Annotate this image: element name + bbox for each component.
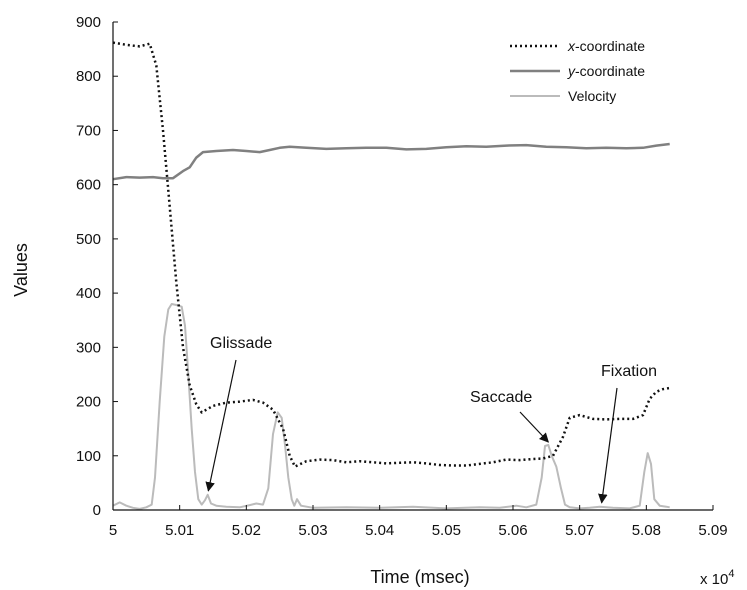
annotation-arrow [205, 359, 237, 492]
x-tick-label: 5.04 [365, 522, 394, 539]
annotation-label: Glissade [210, 335, 272, 352]
y-tick-label: 100 [76, 448, 101, 465]
annotation-label: Fixation [601, 363, 657, 380]
legend-y-prefix: y [567, 63, 576, 79]
axes: 0 100 200 300 400 500 600 700 800 900 5 5.01 5.02 5.0… [76, 14, 728, 539]
plot-area: Glissade Saccade Fixation [112, 41, 670, 510]
annotation-label: Saccade [470, 389, 532, 406]
legend-x-suffix: -coordinate [575, 38, 645, 54]
x-tick-label: 5.03 [298, 522, 327, 539]
x-tick-label: 5.09 [698, 522, 727, 539]
y-axis-title: Values [11, 243, 31, 297]
legend-velocity-label: Velocity [568, 88, 616, 104]
x-tick-label: 5.02 [232, 522, 261, 539]
legend: x-coordinate y-coordinate Velocity [510, 38, 645, 104]
annotation-arrow [519, 411, 549, 443]
y-tick-label: 500 [76, 231, 101, 248]
y-tick-label: 900 [76, 14, 101, 31]
y-tick-label: 600 [76, 177, 101, 194]
legend-y-suffix: -coordinate [575, 63, 645, 79]
legend-y-label: y-coordinate [567, 63, 645, 79]
y-tick-label: 200 [76, 394, 101, 411]
x-tick-label: 5.06 [498, 522, 527, 539]
series-y-line [112, 142, 670, 181]
x-multiplier-exp: 4 [728, 568, 734, 580]
x-tick-label: 5 [109, 522, 117, 539]
y-tick-label: 400 [76, 285, 101, 302]
x-axis-title: Time (msec) [370, 567, 469, 587]
legend-x-label: x-coordinate [567, 38, 645, 54]
x-tick-label: 5.01 [165, 522, 194, 539]
x-multiplier-base: x 10 [700, 571, 728, 588]
y-tick-label: 700 [76, 122, 101, 139]
annotation-arrow [598, 387, 618, 504]
y-tick-label: 800 [76, 68, 101, 85]
x-multiplier: x 104 [700, 568, 734, 588]
x-tick-label: 5.08 [632, 522, 661, 539]
x-tick-label: 5.07 [565, 522, 594, 539]
series-velocity-line [112, 303, 670, 510]
series-x-line [112, 41, 670, 468]
y-tick-label: 0 [93, 502, 101, 519]
x-tick-label: 5.05 [432, 522, 461, 539]
legend-x-prefix: x [567, 38, 576, 54]
y-tick-label: 300 [76, 339, 101, 356]
